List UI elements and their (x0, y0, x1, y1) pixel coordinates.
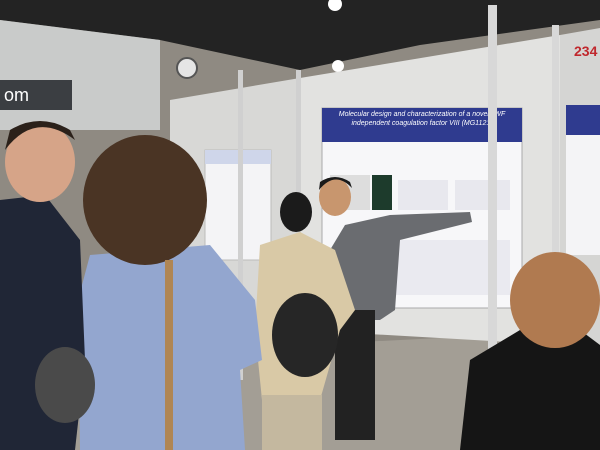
pole (238, 70, 243, 380)
person-head (280, 192, 312, 232)
sign-board (0, 80, 72, 110)
pole (552, 25, 559, 355)
pole (488, 5, 497, 450)
bag-strap (165, 260, 173, 450)
presenter-hair (319, 177, 352, 190)
person-coat (460, 330, 600, 450)
handbag (272, 293, 338, 377)
poster-figure (398, 180, 448, 210)
sign-text: om (4, 85, 29, 105)
poster-figure (372, 175, 392, 210)
presenter-jacket (330, 212, 472, 320)
poster-title-box: Molecular design and characterization of… (338, 111, 506, 127)
clock (176, 57, 198, 79)
person-hair (83, 135, 207, 265)
poster-title: Molecular design and characterization of… (338, 111, 506, 127)
ceiling-light (328, 0, 342, 11)
poster-figure (455, 180, 510, 210)
presenter-head (319, 178, 351, 216)
poster-header (566, 105, 600, 135)
bag (35, 347, 95, 423)
ceiling (0, 0, 600, 70)
person-head (5, 122, 75, 202)
poster-number: 234 (574, 43, 598, 59)
person-hair (5, 121, 75, 150)
ceiling-light (332, 60, 344, 72)
person-legs (262, 395, 322, 450)
person-hair (510, 252, 600, 348)
presenter-legs (335, 310, 375, 440)
